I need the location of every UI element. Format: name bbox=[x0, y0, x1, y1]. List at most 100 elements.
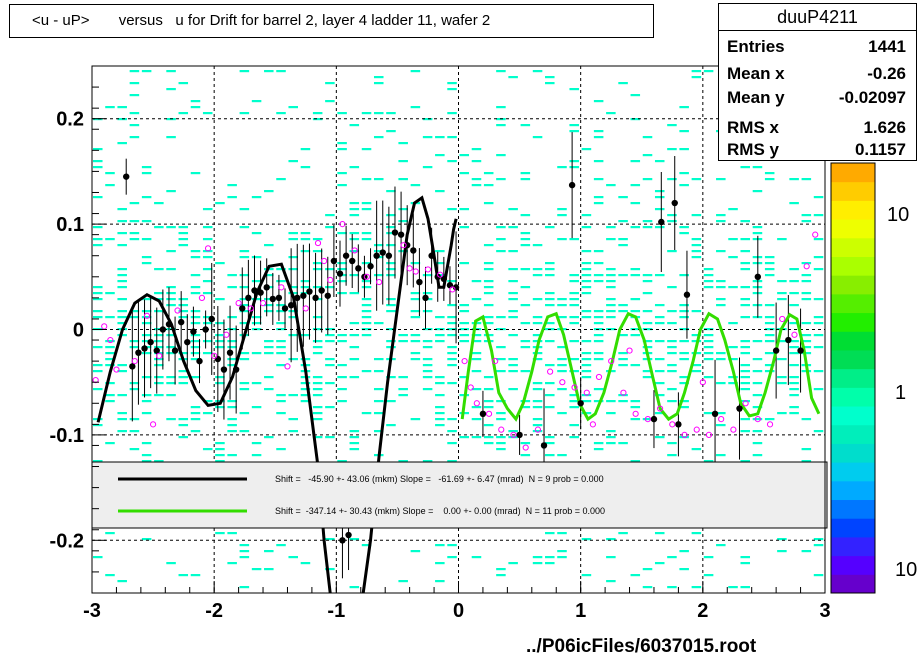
density-cell bbox=[593, 262, 604, 265]
open-marker bbox=[583, 389, 590, 396]
density-cell bbox=[459, 436, 470, 439]
open-marker bbox=[278, 284, 285, 291]
open-marker bbox=[534, 426, 542, 433]
density-cell bbox=[764, 178, 775, 181]
density-cell bbox=[630, 400, 641, 403]
density-cell bbox=[178, 382, 189, 385]
stats-row-mean-y: Mean y -0.02097 bbox=[719, 88, 916, 112]
density-cell bbox=[520, 268, 531, 271]
palette-band bbox=[831, 555, 875, 575]
density-cell bbox=[593, 442, 604, 445]
density-cell bbox=[557, 346, 567, 349]
density-cell bbox=[679, 184, 689, 187]
density-cell bbox=[642, 220, 653, 223]
density-cell bbox=[740, 286, 751, 289]
density-cell bbox=[386, 304, 396, 307]
density-cell bbox=[141, 298, 152, 301]
density-cell bbox=[496, 448, 506, 451]
profile-point bbox=[171, 347, 179, 354]
density-cell bbox=[312, 250, 323, 253]
density-cell bbox=[703, 70, 714, 73]
density-cell bbox=[471, 418, 482, 421]
profile-point bbox=[683, 291, 691, 298]
density-cell bbox=[373, 178, 384, 181]
density-cell bbox=[386, 268, 396, 271]
density-cell bbox=[569, 124, 579, 127]
density-cell bbox=[264, 352, 274, 355]
profile-points bbox=[123, 173, 804, 544]
density-cell bbox=[239, 412, 250, 415]
density-cell bbox=[276, 448, 286, 451]
density-cell bbox=[166, 226, 176, 229]
density-cell bbox=[728, 238, 738, 241]
density-cell bbox=[190, 334, 201, 337]
profile-point bbox=[318, 287, 325, 294]
density-cell bbox=[141, 454, 152, 457]
density-cell bbox=[569, 394, 579, 397]
open-marker bbox=[693, 426, 700, 433]
profile-point bbox=[306, 288, 313, 295]
density-cell bbox=[496, 358, 506, 361]
open-marker bbox=[149, 421, 157, 428]
density-cell bbox=[337, 142, 347, 145]
density-cell bbox=[239, 250, 250, 253]
density-cell bbox=[520, 454, 531, 457]
density-cell bbox=[593, 100, 604, 103]
density-cell bbox=[435, 262, 445, 265]
density-cell bbox=[630, 160, 641, 163]
density-cell bbox=[422, 364, 433, 367]
density-cell bbox=[325, 364, 335, 367]
palette-band bbox=[831, 424, 875, 444]
palette-band bbox=[831, 312, 875, 332]
density-cell bbox=[276, 412, 286, 415]
density-cell bbox=[129, 136, 140, 139]
density-cell bbox=[202, 268, 213, 271]
density-cell bbox=[141, 412, 152, 415]
density-cell bbox=[496, 418, 506, 421]
density-cell bbox=[178, 226, 189, 229]
density-cell bbox=[227, 196, 237, 199]
stats-label: Mean x bbox=[727, 64, 785, 83]
stats-value: 1.626 bbox=[863, 118, 906, 137]
density-cell bbox=[752, 418, 763, 421]
density-cell bbox=[227, 454, 237, 457]
density-cell bbox=[325, 406, 335, 409]
density-cell bbox=[459, 376, 470, 379]
density-cell bbox=[276, 178, 286, 181]
density-cell bbox=[630, 118, 641, 121]
density-cell bbox=[202, 208, 213, 211]
density-cell bbox=[581, 400, 592, 403]
density-cell bbox=[691, 310, 702, 313]
density-cell bbox=[508, 208, 518, 211]
density-cell bbox=[288, 430, 298, 433]
open-marker bbox=[174, 307, 181, 314]
density-cell bbox=[520, 304, 531, 307]
density-cell bbox=[435, 334, 445, 337]
density-cell bbox=[471, 340, 482, 343]
density-cell bbox=[691, 370, 702, 373]
density-cell bbox=[312, 382, 323, 385]
density-cell bbox=[532, 136, 543, 139]
density-cell bbox=[288, 358, 298, 361]
density-cell bbox=[471, 160, 482, 163]
density-cell bbox=[679, 406, 689, 409]
density-cell bbox=[154, 292, 164, 295]
density-cell bbox=[325, 268, 335, 271]
density-cell bbox=[276, 112, 286, 115]
density-cell bbox=[447, 208, 457, 211]
density-cell bbox=[483, 322, 494, 325]
density-cell bbox=[593, 322, 604, 325]
palette-band bbox=[831, 163, 875, 183]
density-cell bbox=[691, 214, 702, 217]
density-cell bbox=[361, 232, 372, 235]
open-marker bbox=[656, 405, 664, 412]
density-cell bbox=[728, 358, 738, 361]
x-tick-label: -3 bbox=[83, 600, 101, 622]
density-cell bbox=[520, 172, 531, 175]
open-marker bbox=[327, 276, 334, 284]
density-cell bbox=[606, 274, 616, 277]
density-cell bbox=[569, 400, 579, 403]
density-cell bbox=[300, 358, 311, 361]
density-cell bbox=[239, 310, 250, 313]
y-tick-label: 0.1 bbox=[56, 214, 84, 236]
